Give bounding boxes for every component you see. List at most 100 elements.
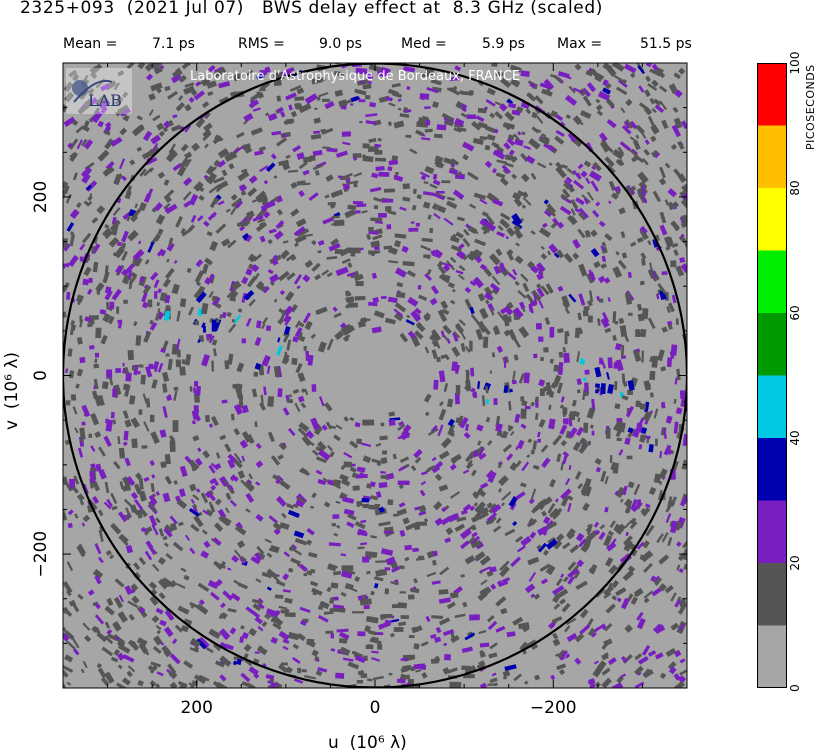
heatmap-cell xyxy=(582,309,589,317)
heatmap-cell xyxy=(331,522,337,527)
heatmap-cell xyxy=(493,398,498,406)
heatmap-cell xyxy=(612,462,619,474)
heatmap-cell xyxy=(194,320,200,326)
heatmap-cell xyxy=(88,277,93,283)
heatmap-cell xyxy=(666,357,673,368)
heatmap-cell xyxy=(192,420,196,425)
heatmap-cell xyxy=(468,90,474,96)
heatmap-cell xyxy=(404,544,412,551)
heatmap-cell xyxy=(195,385,202,396)
heatmap-cell xyxy=(335,672,345,679)
heatmap-cell xyxy=(94,352,100,358)
chart-title: 2325+093 (2021 Jul 07) BWS delay effect … xyxy=(20,0,603,18)
heatmap-cell xyxy=(375,157,387,162)
heatmap-cell xyxy=(175,359,181,368)
y-axis-label: v (10⁶ λ) xyxy=(2,351,22,430)
heatmap-cell xyxy=(626,455,633,460)
heatmap-cell xyxy=(454,392,460,405)
heatmap-cell xyxy=(314,107,318,111)
heatmap-cell xyxy=(469,340,473,352)
heatmap-cell xyxy=(539,388,546,397)
heatmap-cell xyxy=(362,556,370,563)
heatmap-cell xyxy=(675,318,679,325)
heatmap-cell xyxy=(123,299,128,304)
heatmap-cell xyxy=(287,399,293,404)
heatmap-cell xyxy=(679,390,686,399)
heatmap-cell xyxy=(277,388,283,398)
heatmap-cell xyxy=(311,384,317,392)
colorbar-tick-label: 80 xyxy=(788,180,802,195)
heatmap-cell xyxy=(368,226,374,232)
heatmap-cell xyxy=(95,327,102,339)
heatmap-cell xyxy=(484,144,491,151)
heatmap-cell xyxy=(297,667,302,674)
heatmap-cell xyxy=(380,422,385,427)
heatmap-cell xyxy=(127,349,135,361)
heatmap-cell xyxy=(131,365,136,371)
heatmap-cell xyxy=(553,364,560,372)
colorbar-bin xyxy=(757,438,787,501)
heatmap-cell xyxy=(576,389,581,394)
heatmap-cell xyxy=(399,591,407,594)
heatmap-cell xyxy=(334,248,343,255)
heatmap-cell xyxy=(168,394,171,399)
heatmap-cell xyxy=(479,642,490,648)
heatmap-cell xyxy=(93,363,99,369)
heatmap-cell xyxy=(356,438,362,445)
heatmap-cell xyxy=(259,88,266,92)
heatmap-cell xyxy=(381,198,394,203)
heatmap-cell xyxy=(106,302,110,310)
heatmap-cell xyxy=(361,497,370,503)
heatmap-cell xyxy=(355,281,364,287)
heatmap-cell xyxy=(368,250,376,255)
heatmap-cell xyxy=(193,381,199,387)
heatmap-cell xyxy=(154,291,158,299)
heatmap-cell xyxy=(613,362,619,369)
heatmap-cell xyxy=(314,656,320,661)
heatmap-cell xyxy=(640,328,647,338)
heatmap-cell xyxy=(305,350,310,361)
heatmap-cell xyxy=(412,547,419,552)
heatmap-cell xyxy=(388,672,393,676)
heatmap-cell xyxy=(436,356,441,363)
heatmap-cell xyxy=(393,175,398,180)
heatmap-cell xyxy=(419,93,430,100)
heatmap-cell xyxy=(532,353,538,359)
heatmap-cell xyxy=(537,438,541,443)
colorbar-bin xyxy=(757,313,787,376)
heatmap-cell xyxy=(350,103,354,106)
heatmap-cell xyxy=(489,370,492,374)
uv-plot-area xyxy=(58,59,692,693)
heatmap-cell xyxy=(635,329,641,337)
heatmap-cell xyxy=(347,204,357,211)
heatmap-cell xyxy=(472,391,478,399)
heatmap-cell xyxy=(507,316,512,323)
heatmap-cell xyxy=(352,153,362,158)
heatmap-cell xyxy=(417,285,422,290)
heatmap-cell xyxy=(564,332,568,345)
heatmap-cell xyxy=(432,559,437,566)
heatmap-cell xyxy=(373,205,379,210)
heatmap-cell xyxy=(239,636,244,643)
heatmap-cell xyxy=(357,532,361,536)
heatmap-cell xyxy=(267,396,275,407)
x-tick-label: 200 xyxy=(180,698,212,718)
heatmap-cell xyxy=(370,217,383,222)
heatmap-cell xyxy=(524,405,531,410)
heatmap-cell xyxy=(368,301,378,307)
y-tick-label: 0 xyxy=(31,370,51,381)
heatmap-cell xyxy=(360,673,368,679)
heatmap-cell xyxy=(641,308,649,320)
heatmap-cell xyxy=(117,319,123,324)
heatmap-cell xyxy=(356,679,364,684)
heatmap-cell xyxy=(470,367,475,377)
heatmap-cell xyxy=(141,445,148,449)
heatmap-cell xyxy=(330,633,335,639)
heatmap-cell xyxy=(449,681,462,688)
colorbar-bin xyxy=(757,500,787,563)
heatmap-cell xyxy=(399,272,404,276)
heatmap-cell xyxy=(387,499,394,506)
heatmap-cell xyxy=(348,302,358,308)
heatmap-cell xyxy=(377,643,383,650)
heatmap-cell xyxy=(414,525,421,531)
